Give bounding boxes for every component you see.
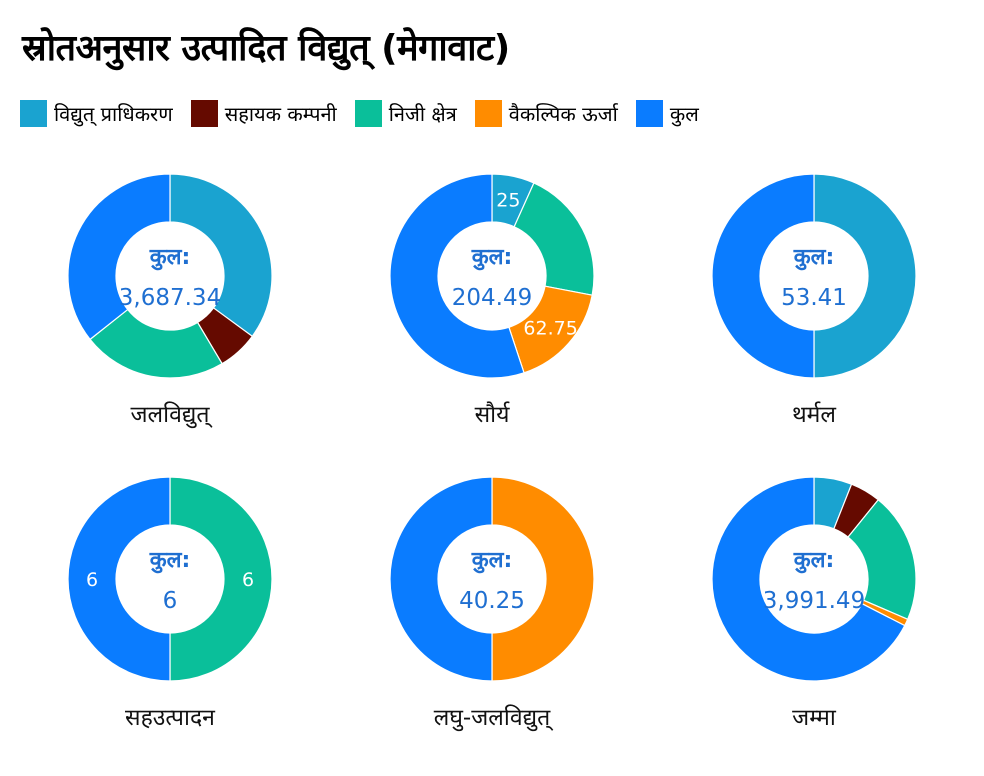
donut-slice[interactable] bbox=[89, 308, 223, 379]
donut-center-label: कुल: bbox=[793, 548, 835, 574]
donut-center-value: 6 bbox=[163, 588, 178, 614]
slice-value-label: 25 bbox=[496, 190, 520, 212]
donut-slice[interactable] bbox=[513, 182, 595, 296]
legend-item-authority[interactable]: विद्युत् प्राधिकरण bbox=[20, 100, 173, 127]
donut-caption: सहउत्पादन bbox=[125, 705, 216, 731]
donut-chart-6: कुल: 3,991.49 जम्मा bbox=[711, 476, 917, 731]
donut-center-value: 40.25 bbox=[459, 588, 525, 614]
legend-label-total: कुल bbox=[669, 102, 699, 126]
donut-center-value: 53.41 bbox=[781, 285, 847, 311]
donut-caption: जलविद्युत् bbox=[130, 401, 213, 429]
donut-slice[interactable] bbox=[169, 173, 273, 338]
slice-value-label: 62.75 bbox=[523, 317, 577, 339]
donut-center-value: 204.49 bbox=[452, 285, 532, 311]
donut-center-label: कुल: bbox=[471, 245, 513, 271]
donut-chart-5: कुल: 40.25 लघु-जलविद्युत् bbox=[389, 476, 595, 732]
donut-slice[interactable] bbox=[389, 173, 525, 379]
legend-swatch-total bbox=[635, 100, 663, 127]
legend-item-total[interactable]: कुल bbox=[635, 100, 699, 127]
donut-chart-1: कुल: 3,687.34 जलविद्युत् bbox=[67, 173, 273, 429]
legend-item-private[interactable]: निजी क्षेत्र bbox=[354, 100, 457, 127]
donut-center-label: कुल: bbox=[149, 245, 191, 271]
donut-caption: लघु-जलविद्युत् bbox=[434, 704, 554, 732]
donut-center-label: कुल: bbox=[793, 245, 835, 271]
donut-slice[interactable] bbox=[711, 173, 815, 379]
legend-label-private: निजी क्षेत्र bbox=[388, 102, 457, 126]
donut-center-value: 3,687.34 bbox=[119, 285, 221, 311]
legend-swatch-alternative bbox=[474, 100, 502, 127]
legend-item-subsidiary[interactable]: सहायक कम्पनी bbox=[190, 100, 337, 127]
legend: विद्युत् प्राधिकरण सहायक कम्पनी निजी क्ष… bbox=[20, 100, 717, 127]
donut-slice[interactable] bbox=[491, 476, 595, 682]
legend-swatch-private bbox=[354, 100, 382, 127]
legend-swatch-authority bbox=[20, 100, 47, 127]
slice-value-label: 6 bbox=[86, 569, 98, 591]
donut-slice[interactable] bbox=[169, 476, 273, 682]
donut-chart-2: 25 62.75 कुल: 204.49 सौर्य bbox=[389, 173, 595, 428]
donut-caption: थर्मल bbox=[792, 401, 836, 428]
donut-center-label: कुल: bbox=[471, 548, 513, 574]
donut-center-value: 3,991.49 bbox=[763, 588, 865, 614]
donut-slice[interactable] bbox=[813, 173, 917, 379]
donut-slice[interactable] bbox=[711, 476, 906, 682]
legend-item-alternative[interactable]: वैकल्पिक ऊर्जा bbox=[474, 100, 618, 127]
legend-swatch-subsidiary bbox=[190, 100, 218, 127]
donut-caption: जम्मा bbox=[792, 705, 837, 731]
donut-chart-3: कुल: 53.41 थर्मल bbox=[711, 173, 917, 428]
page-title: स्रोतअनुसार उत्पादित विद्युत् (मेगावाट) bbox=[22, 28, 510, 69]
donut-caption: सौर्य bbox=[475, 401, 511, 428]
slice-value-label: 6 bbox=[242, 569, 254, 591]
legend-label-authority: विद्युत् प्राधिकरण bbox=[54, 102, 173, 126]
donut-slice[interactable] bbox=[389, 476, 493, 682]
donut-chart-4: 6 6 कुल: 6 सहउत्पादन bbox=[67, 476, 273, 731]
donut-slice[interactable] bbox=[67, 173, 171, 341]
legend-label-subsidiary: सहायक कम्पनी bbox=[224, 102, 337, 126]
donut-center-label: कुल: bbox=[149, 548, 191, 574]
donut-slice[interactable] bbox=[67, 476, 171, 682]
legend-label-alternative: वैकल्पिक ऊर्जा bbox=[508, 102, 618, 126]
